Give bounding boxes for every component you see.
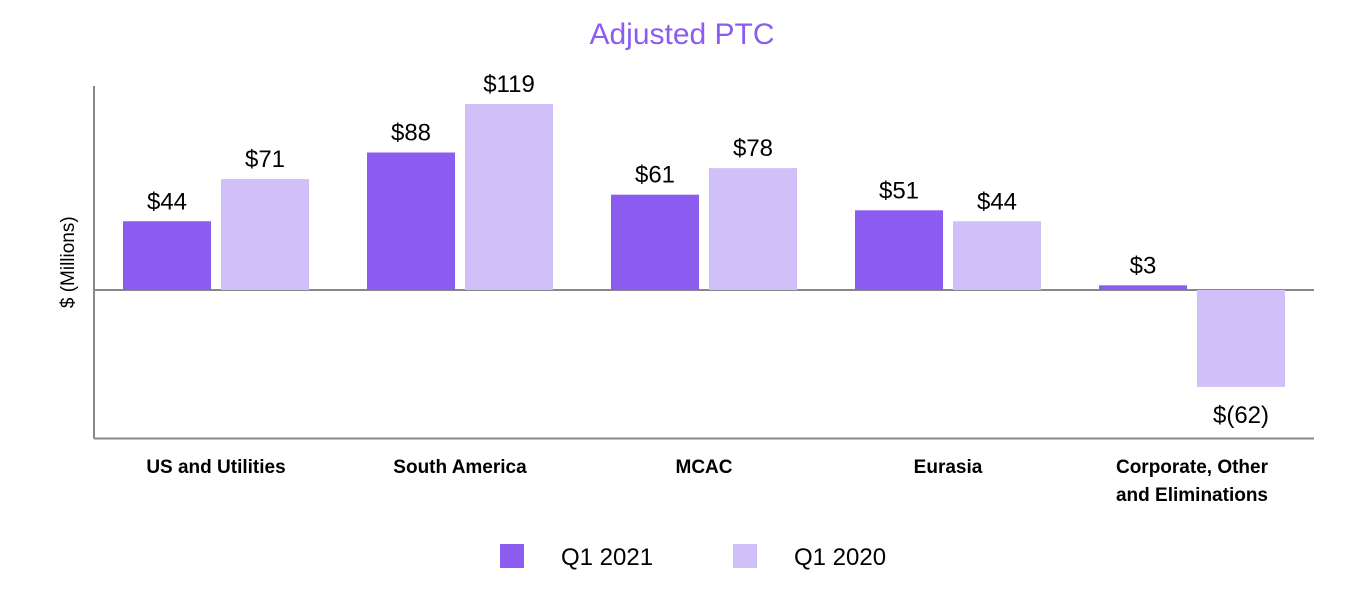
legend-label: Q1 2020 (794, 544, 886, 571)
category-label: Corporate, Other (1116, 457, 1269, 478)
legend-swatch (500, 544, 524, 568)
data-label: $119 (483, 71, 535, 98)
data-label: $78 (733, 135, 773, 162)
category-label: South America (393, 457, 527, 478)
legend: Q1 2021 Q1 2020 (500, 544, 886, 571)
y-axis-label: $ (Millions) (58, 216, 79, 308)
bar-q1-2020-0 (221, 179, 309, 290)
category-label: MCAC (676, 457, 733, 478)
bar-q1-2020-4 (1197, 290, 1285, 387)
data-labels-group: $44 $71 $88 $119 $61 $78 $51 $44 $3 $(62) (147, 71, 1269, 429)
legend-label: Q1 2021 (561, 544, 653, 571)
data-label: $71 (245, 146, 285, 173)
category-labels-group: US and Utilities South America MCAC Eurasia… (146, 457, 1268, 506)
bar-q1-2021-2 (611, 194, 699, 290)
data-label: $3 (1130, 252, 1157, 279)
bar-q1-2021-0 (123, 221, 211, 290)
data-label: $44 (977, 188, 1017, 215)
category-label: Eurasia (914, 457, 983, 478)
bars-group (123, 104, 1285, 387)
data-label: $(62) (1213, 402, 1269, 429)
data-label: $51 (879, 177, 919, 204)
legend-swatch (733, 544, 757, 568)
bar-q1-2020-2 (709, 168, 797, 290)
data-label: $61 (635, 162, 675, 189)
category-label: and Eliminations (1116, 485, 1268, 506)
bar-q1-2021-4 (1099, 285, 1187, 290)
category-label: US and Utilities (146, 457, 285, 478)
bar-q1-2021-3 (855, 210, 943, 290)
data-label: $44 (147, 188, 187, 215)
bar-q1-2020-3 (953, 221, 1041, 290)
bar-q1-2020-1 (465, 104, 553, 290)
data-label: $88 (391, 120, 431, 147)
bar-q1-2021-1 (367, 152, 455, 290)
chart-title: Adjusted PTC (589, 18, 774, 51)
